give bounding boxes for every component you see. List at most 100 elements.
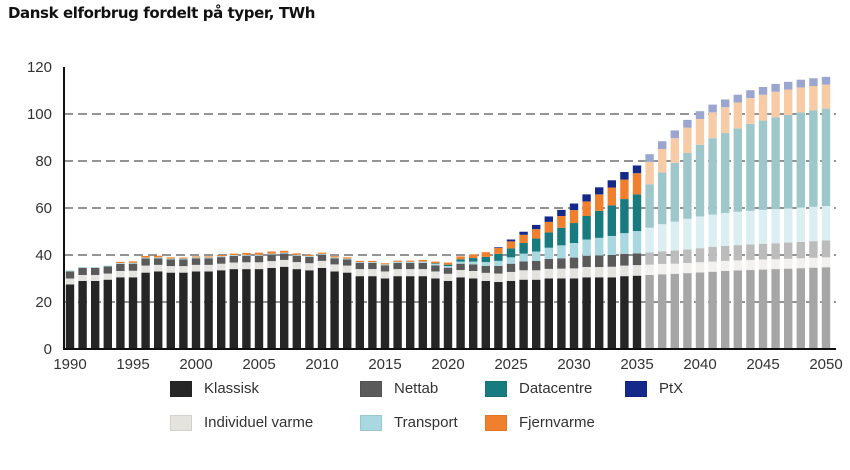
bar-segment-individuel-varme [456, 270, 465, 278]
bar-segment-ptx [532, 224, 541, 230]
bar-segment-ptx [595, 187, 604, 195]
bar-segment-fjernvarme [582, 201, 591, 216]
bar-segment-fjernvarme [670, 138, 679, 163]
bar-segment-datacentre [519, 243, 528, 254]
bar-2035 [632, 165, 642, 349]
legend-label: Klassisk [204, 380, 260, 397]
bar-segment-individuel-varme [632, 265, 642, 276]
bar-segment-nettab [632, 253, 642, 266]
bar-segment-individuel-varme [91, 274, 100, 281]
bar-segment-individuel-varme [103, 273, 112, 280]
bar-segment-nettab [280, 253, 289, 260]
bar-segment-fjernvarme [683, 127, 692, 154]
bar-segment-klassisk [141, 272, 150, 350]
x-tick-label: 2025 [494, 356, 527, 373]
bar-1992 [91, 266, 100, 349]
bar-segment-individuel-varme [267, 261, 276, 268]
bar-segment-klassisk [166, 272, 175, 350]
bar-2036 [645, 154, 654, 349]
bar-segment-nettab [191, 258, 201, 265]
x-tick-label: 2000 [179, 356, 212, 373]
bar-segment-nettab [242, 255, 251, 263]
bar-segment-transport [154, 257, 163, 259]
bar-segment-transport [658, 224, 667, 252]
bar-segment-fjernvarme [708, 112, 717, 139]
bar-2045 [758, 86, 768, 349]
bar-segment-ptx [758, 86, 768, 95]
bar-segment-fjernvarme [254, 252, 264, 255]
bar-1993 [103, 265, 112, 349]
bar-segment-klassisk [443, 280, 453, 349]
bar-segment-nettab [443, 267, 453, 274]
bar-segment-datacentre [544, 232, 553, 248]
x-tick-label: 2005 [242, 356, 275, 373]
bar-1990 [65, 270, 75, 350]
bar-1999 [179, 257, 188, 350]
bar-segment-ptx [821, 76, 831, 85]
bar-segment-transport [481, 262, 490, 266]
bar-2046 [771, 83, 780, 349]
bar-segment-nettab [620, 253, 629, 266]
bar-segment-individuel-varme [784, 258, 793, 269]
bar-2038 [670, 130, 679, 349]
bar-segment-transport [557, 245, 566, 259]
bar-segment-individuel-varme [607, 266, 616, 278]
bar-segment-nettab [595, 255, 604, 267]
bar-segment-fjernvarme [469, 254, 478, 259]
bar-segment-transport [632, 231, 642, 254]
bar-segment-nettab [708, 247, 717, 262]
bar-segment-individuel-varme [645, 264, 654, 275]
bar-segment-nettab [103, 266, 112, 274]
bar-segment-datacentre [620, 199, 629, 234]
bar-segment-transport [128, 262, 138, 264]
legend-item-fjernvarme: Fjernvarme [485, 414, 595, 431]
bar-segment-transport [355, 262, 364, 263]
bar-2003 [229, 253, 238, 349]
bar-segment-individuel-varme [544, 268, 553, 279]
bar-segment-nettab [532, 260, 541, 271]
bar-segment-ptx [632, 165, 642, 174]
bar-segment-nettab [557, 258, 566, 269]
chart-title: Dansk elforbrug fordelt på typer, TWh [8, 4, 316, 22]
bar-segment-klassisk [821, 267, 831, 349]
bar-segment-transport [179, 258, 188, 260]
bar-segment-datacentre [607, 205, 616, 236]
bar-segment-transport [229, 255, 238, 256]
legend-swatch [170, 414, 192, 431]
legend-label: Nettab [394, 380, 439, 397]
bar-segment-transport [532, 251, 541, 261]
bar-segment-individuel-varme [406, 269, 415, 277]
bar-segment-datacentre [695, 144, 705, 217]
bar-segment-ptx [809, 78, 818, 87]
bar-segment-transport [494, 260, 503, 266]
bar-segment-transport [166, 258, 175, 260]
legend-label: PtX [659, 380, 684, 397]
bar-segment-datacentre [431, 263, 440, 264]
bar-segment-nettab [431, 265, 440, 272]
bar-2041 [708, 104, 717, 349]
bar-segment-klassisk [569, 278, 579, 349]
bar-segment-transport [242, 254, 251, 256]
bar-segment-ptx [494, 247, 503, 248]
x-tick-label: 1990 [53, 356, 86, 373]
x-tick-labels: 1990 1995 2000 2005 2010 2015 2020 2025 2030 2035… [53, 356, 842, 373]
bar-segment-individuel-varme [443, 273, 453, 281]
bar-segment-individuel-varme [796, 258, 805, 269]
bar-segment-datacentre [809, 110, 818, 207]
bar-segment-klassisk [191, 271, 201, 349]
bar-segment-transport [469, 261, 478, 265]
bar-segment-ptx [721, 99, 730, 108]
bar-segment-ptx [683, 119, 692, 128]
bar-segment-fjernvarme [330, 256, 339, 258]
bar-segment-transport [406, 261, 415, 263]
bar-segment-datacentre [683, 153, 692, 219]
bar-segment-klassisk [658, 274, 667, 349]
bar-segment-nettab [784, 242, 793, 259]
bar-segment-klassisk [809, 267, 818, 349]
bar-segment-fjernvarme [217, 255, 226, 257]
bar-segment-ptx [506, 239, 516, 242]
bar-2040 [695, 111, 705, 349]
bar-2002 [217, 255, 226, 349]
bar-segment-fjernvarme [695, 118, 705, 145]
bar-segment-ptx [620, 172, 629, 180]
